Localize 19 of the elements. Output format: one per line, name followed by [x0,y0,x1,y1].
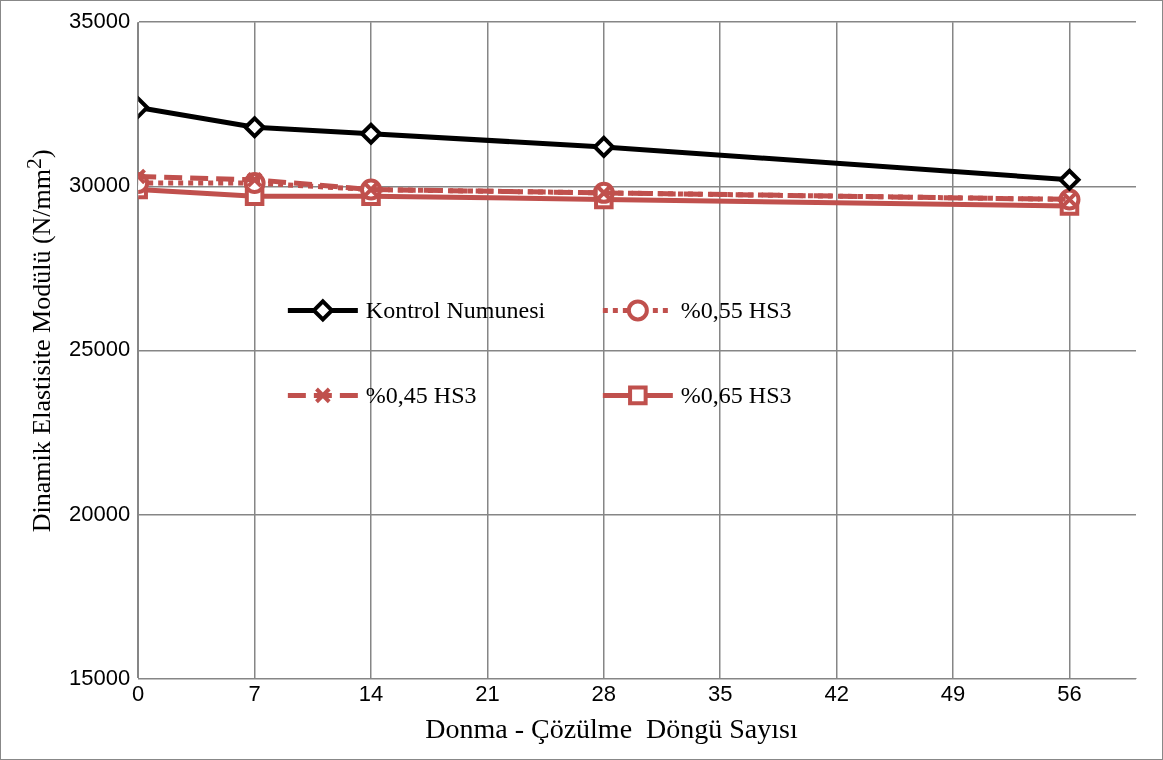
x-tick-label: 28 [591,680,617,706]
x-axis-title: Donma - Çözülme Döngü Sayısı [424,713,799,745]
y-tick-label: 20000 [68,500,131,526]
x-tick-label: 0 [132,680,145,706]
x-tick-label: 14 [358,680,384,706]
y-tick-label: 15000 [68,664,131,690]
legend-label: %0,65 HS3 [680,381,792,408]
x-tick-label: 49 [940,680,966,706]
y-tick-label: 35000 [68,8,131,34]
y-tick-label: 25000 [68,336,131,362]
x-tick-label: 21 [475,680,500,706]
legend-label: Kontrol Numunesi [365,296,546,323]
legend-label: %0,55 HS3 [680,296,792,323]
x-tick-label: 56 [1057,680,1082,706]
x-tick-label: 35 [708,680,733,706]
y-tick-label: 30000 [68,172,131,198]
x-tick-label: 42 [824,680,849,706]
x-tick-label: 7 [248,680,261,706]
legend-label: %0,45 HS3 [365,381,477,408]
